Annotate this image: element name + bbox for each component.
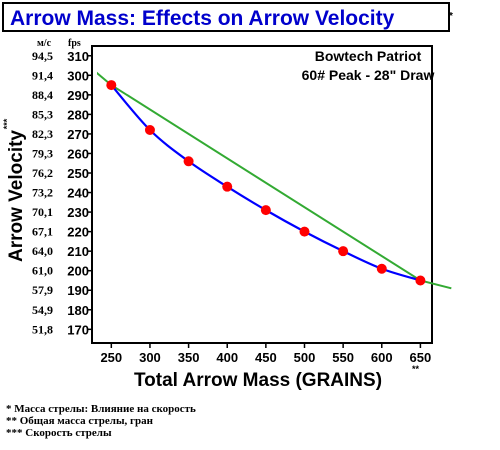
data-point (183, 156, 194, 167)
y-tick-label-fps: 230 (67, 205, 89, 220)
y-axis-label: Arrow Velocity (6, 130, 27, 262)
data-point (260, 205, 271, 216)
x-tick-label: 250 (100, 350, 122, 365)
y-unit-fps-label: fps (68, 38, 81, 49)
y-tick-label-fps: 290 (67, 88, 89, 103)
y-tick-label-ms: 85,3 (32, 107, 53, 121)
chart-annotation-line: 60# Peak - 28" Draw (302, 67, 435, 83)
x-tick-label: 300 (139, 350, 161, 365)
data-point (106, 80, 117, 91)
y-unit-ms-label: м/с (37, 38, 52, 49)
x-tick-label: 600 (371, 350, 393, 365)
data-point (222, 181, 233, 192)
velocity-chart: 310 300 290 280 270 260 250 240 230 220 210 200 190 1… (2, 45, 452, 391)
y-tick-label-fps: 300 (67, 68, 89, 83)
y-tick-label-fps: 260 (67, 146, 89, 161)
data-point (338, 246, 349, 257)
footnote-3: *** Скорость стрелы (6, 427, 112, 439)
y-tick-label-fps: 220 (67, 225, 89, 240)
y-tick-label-fps: 210 (67, 244, 89, 259)
chart-title-footnote-mark: * (449, 11, 453, 22)
x-tick-label: 500 (294, 350, 316, 365)
footnotes: * Масса стрелы: Влияние на скорость ** О… (6, 403, 196, 439)
x-tick-label: 400 (216, 350, 238, 365)
y-tick-label-ms: 51,8 (32, 322, 53, 336)
y-tick-label-ms: 61,0 (32, 264, 53, 278)
plot-frame (91, 45, 433, 344)
chart-title: Arrow Mass: Effects on Arrow Velocity (10, 7, 395, 30)
x-tick-label: 450 (255, 350, 277, 365)
y-tick-label-ms: 64,0 (32, 244, 53, 258)
y-tick-label-ms: 54,9 (32, 303, 53, 317)
y-tick-label-fps: 190 (67, 283, 89, 298)
y-tick-label-fps: 240 (67, 186, 89, 201)
footnote-1: * Масса стрелы: Влияние на скорость (6, 403, 196, 415)
y-tick-label-fps: 170 (67, 322, 89, 337)
y-tick-label-fps: 200 (67, 264, 89, 279)
trend-extension-line (97, 71, 452, 290)
y-tick-label-ms: 67,1 (32, 225, 53, 239)
y-tick-label-fps: 270 (67, 127, 89, 142)
y-tick-label-ms: 88,4 (32, 88, 53, 102)
x-tick-label: 650 (410, 350, 432, 365)
x-axis-label: Total Arrow Mass (GRAINS) (134, 370, 382, 391)
y-tick-label-fps: 250 (67, 166, 89, 181)
data-point (144, 125, 155, 136)
y-tick-label-ms: 57,9 (32, 283, 53, 297)
footnote-2: ** Общая масса стрелы, гран (6, 415, 153, 427)
x-tick-label: 350 (178, 350, 200, 365)
y-tick-label-ms: 76,2 (32, 166, 53, 180)
y-tick-label-ms: 94,5 (32, 49, 53, 63)
x-tick-label: 550 (332, 350, 354, 365)
y-tick-label-ms: 79,3 (32, 146, 53, 160)
y-tick-label-fps: 180 (67, 303, 89, 318)
y-tick-label-fps: 310 (67, 49, 89, 64)
data-point (376, 263, 387, 274)
y-tick-label-fps: 280 (67, 107, 89, 122)
y-tick-label-ms: 73,2 (32, 186, 53, 200)
y-axis-label-footnote-mark: *** (2, 118, 12, 129)
chart-annotation-line: Bowtech Patriot (315, 48, 422, 64)
y-tick-label-ms: 70,1 (32, 205, 53, 219)
y-tick-label-ms: 91,4 (32, 68, 53, 82)
chart-title-box: Arrow Mass: Effects on Arrow Velocity (2, 2, 450, 32)
y-tick-label-ms: 82,3 (32, 127, 53, 141)
data-point (299, 226, 310, 237)
data-point (415, 275, 426, 286)
x-axis-label-footnote-mark: ** (412, 364, 420, 374)
